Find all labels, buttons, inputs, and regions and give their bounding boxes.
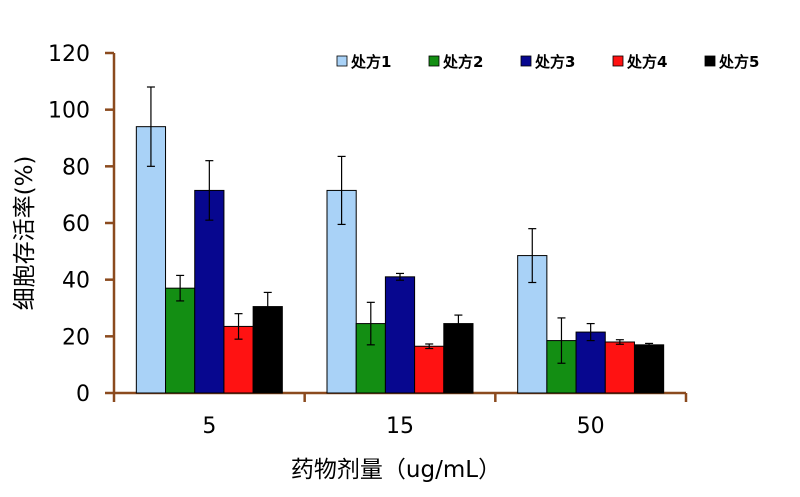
y-axis: 0 20 40 60 80 100 120: [48, 42, 116, 407]
y-tick-label: 40: [62, 269, 90, 294]
bar: [633, 344, 665, 394]
y-axis-label: 细胞存活率(%): [12, 156, 38, 311]
x-axis-label: 药物剂量（ug/mL）: [291, 457, 501, 483]
legend-swatch: [520, 55, 532, 67]
legend-label: 处方2: [442, 53, 483, 71]
y-tick-label: 20: [62, 325, 90, 350]
x-tick-label: 5: [202, 414, 216, 439]
bar: [414, 345, 445, 394]
legend-swatch: [704, 55, 716, 67]
y-tick-label: 0: [76, 382, 90, 407]
bars: [135, 126, 665, 394]
legend-swatch: [336, 55, 348, 67]
y-tick-label: 80: [62, 155, 90, 180]
y-tick-label: 100: [48, 99, 90, 124]
bar: [194, 189, 225, 394]
x-axis: 5 15 50: [112, 391, 688, 439]
legend-swatch: [428, 55, 440, 67]
bar: [575, 331, 606, 394]
x-tick-label: 50: [577, 414, 605, 439]
bar: [604, 341, 635, 394]
bar: [517, 255, 548, 394]
legend-label: 处方5: [718, 53, 759, 71]
legend-label: 处方1: [350, 53, 391, 71]
bar: [165, 287, 196, 394]
bar: [223, 325, 254, 394]
legend-label: 处方3: [534, 53, 575, 71]
bar: [135, 126, 167, 394]
y-tick-label: 60: [62, 212, 90, 237]
bar: [384, 276, 416, 394]
x-tick-label: 15: [386, 414, 414, 439]
legend: 处方1 处方2 处方3 处方4 处方5: [336, 53, 759, 71]
legend-label: 处方4: [626, 53, 667, 71]
bar: [443, 323, 474, 394]
y-tick-label: 120: [48, 42, 90, 67]
legend-swatch: [612, 55, 624, 67]
error-bars: [146, 86, 654, 364]
